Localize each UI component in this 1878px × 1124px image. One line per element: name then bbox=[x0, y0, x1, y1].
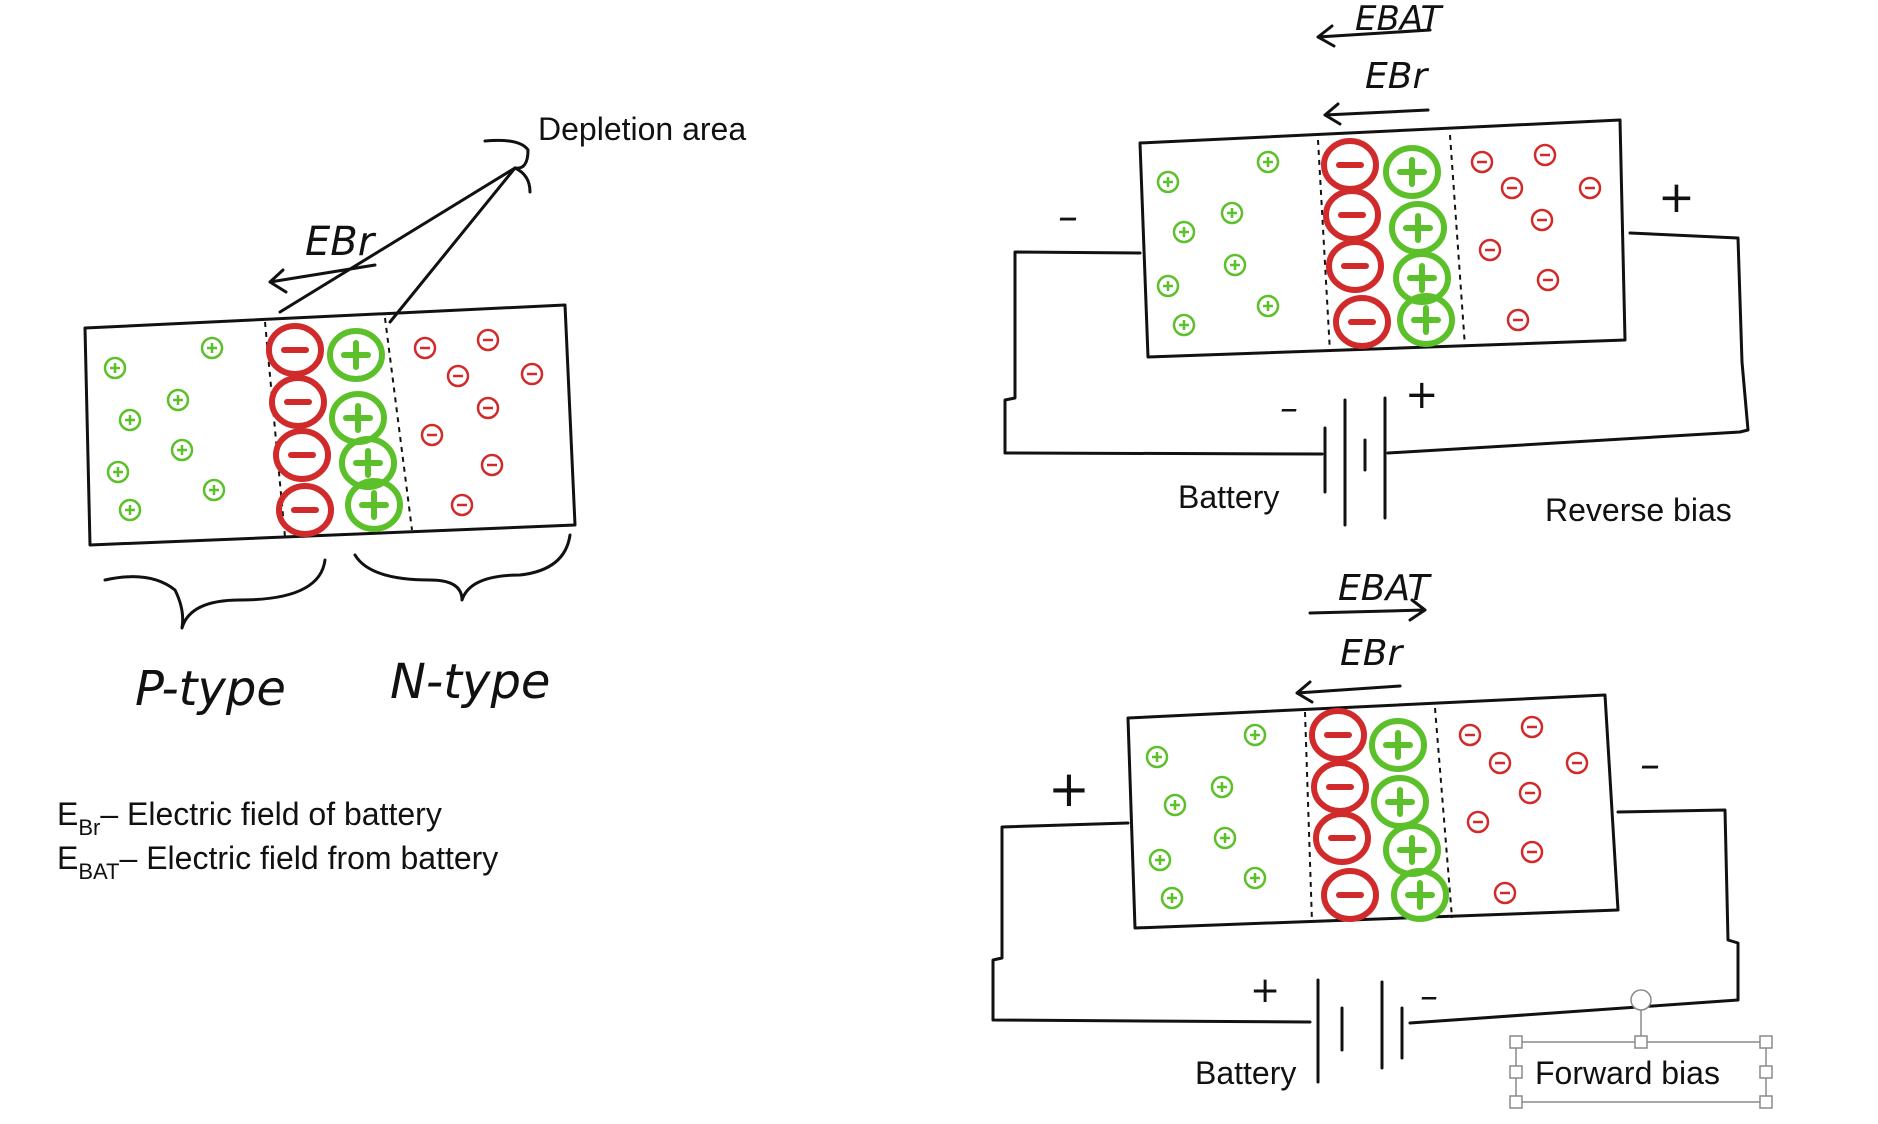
p-type-label: P-type bbox=[135, 661, 286, 717]
minus-terminal-forward-block: – bbox=[1640, 742, 1660, 788]
legend-e-br: EBr– Electric field of battery bbox=[57, 796, 442, 840]
resize-handle-top[interactable] bbox=[1634, 1035, 1648, 1049]
reverse-bias-label: Reverse bias bbox=[1545, 492, 1732, 528]
legend-e-br-symbol: E bbox=[57, 796, 78, 832]
minus-terminal-reverse-block: – bbox=[1058, 194, 1078, 240]
resize-handle-top-right[interactable] bbox=[1759, 1035, 1773, 1049]
reverse-n-carriers bbox=[1470, 143, 1602, 332]
forward-p-carriers bbox=[1145, 723, 1267, 910]
wire-left-reverse bbox=[1003, 250, 1324, 456]
forward-bias-label: Forward bias bbox=[1535, 1055, 1720, 1091]
battery-symbol-forward bbox=[1316, 978, 1404, 1084]
resize-handle-left[interactable] bbox=[1509, 1065, 1523, 1079]
reverse-positive-ions bbox=[1386, 148, 1452, 344]
legend-e-br-subscript: Br bbox=[78, 815, 100, 840]
p-type-brace bbox=[103, 558, 327, 630]
resize-handle-bottom-right[interactable] bbox=[1759, 1095, 1773, 1109]
rotate-handle-icon[interactable] bbox=[1630, 989, 1652, 1011]
junction-block-reverse bbox=[1138, 118, 1627, 359]
depletion-callout-line-right bbox=[388, 166, 517, 324]
plus-terminal-reverse-block: + bbox=[1658, 172, 1695, 223]
junction-block-forward bbox=[1126, 693, 1620, 930]
forward-positive-ions bbox=[1372, 721, 1446, 919]
e-br-arrow-reverse bbox=[1323, 102, 1430, 126]
battery-symbol-reverse bbox=[1323, 396, 1387, 527]
battery-minus-reverse: – bbox=[1280, 388, 1298, 429]
plus-terminal-forward-block: + bbox=[1048, 760, 1090, 818]
e-br-label-forward: EBr bbox=[1340, 633, 1404, 674]
wire-right-forward bbox=[1408, 808, 1740, 1025]
e-br-arrow-left bbox=[268, 263, 377, 294]
junction-block bbox=[83, 303, 577, 547]
battery-minus-forward: – bbox=[1420, 976, 1438, 1017]
battery-label-forward: Battery bbox=[1195, 1055, 1296, 1091]
resize-handle-right[interactable] bbox=[1759, 1065, 1773, 1079]
resize-handle-bottom-left[interactable] bbox=[1509, 1095, 1523, 1109]
legend: EBr– Electric field of battery EBAT– Ele… bbox=[57, 796, 498, 884]
legend-e-bat-text: – Electric field from battery bbox=[120, 840, 499, 876]
depletion-negative-ions bbox=[269, 326, 331, 534]
battery-plus-forward: + bbox=[1250, 970, 1280, 1011]
forward-bias-text-box[interactable]: Forward bias bbox=[1509, 989, 1773, 1109]
e-br-label-left: EBr bbox=[305, 219, 377, 265]
n-type-brace bbox=[353, 533, 572, 602]
reverse-p-carriers bbox=[1156, 150, 1280, 337]
e-bat-arrow-reverse bbox=[1316, 24, 1432, 48]
reverse-negative-ions bbox=[1324, 141, 1388, 346]
e-bat-label-forward: EBAT bbox=[1338, 568, 1432, 609]
reverse-bias-circuit: EBAT EBr bbox=[1003, 0, 1750, 528]
depletion-callout-bracket bbox=[483, 138, 532, 194]
n-type-label: N-type bbox=[390, 654, 550, 710]
battery-label-reverse: Battery bbox=[1178, 479, 1279, 515]
e-br-label-reverse: EBr bbox=[1365, 56, 1429, 97]
forward-bias-circuit: EBAT EBr bbox=[991, 568, 1773, 1109]
p-region-carriers bbox=[103, 336, 226, 522]
forward-negative-ions bbox=[1312, 711, 1376, 919]
e-br-arrow-forward bbox=[1295, 680, 1402, 704]
legend-e-bat: EBAT– Electric field from battery bbox=[57, 840, 498, 884]
depletion-callout-line-left bbox=[278, 166, 517, 314]
battery-plus-reverse: + bbox=[1405, 372, 1439, 418]
n-region-carriers bbox=[413, 328, 544, 517]
legend-e-bat-symbol: E bbox=[57, 840, 78, 876]
depletion-area-label: Depletion area bbox=[538, 111, 746, 147]
pn-junction-diagram: Depletion area EBr P-type N-type bbox=[83, 111, 746, 717]
forward-n-carriers bbox=[1458, 715, 1589, 905]
wire-right-reverse bbox=[1386, 231, 1750, 455]
resize-handle-top-left[interactable] bbox=[1509, 1035, 1523, 1049]
legend-e-br-text: – Electric field of battery bbox=[100, 796, 441, 832]
wire-left-forward bbox=[991, 821, 1312, 1024]
e-bat-arrow-forward bbox=[1308, 598, 1427, 622]
legend-e-bat-subscript: BAT bbox=[78, 859, 119, 884]
